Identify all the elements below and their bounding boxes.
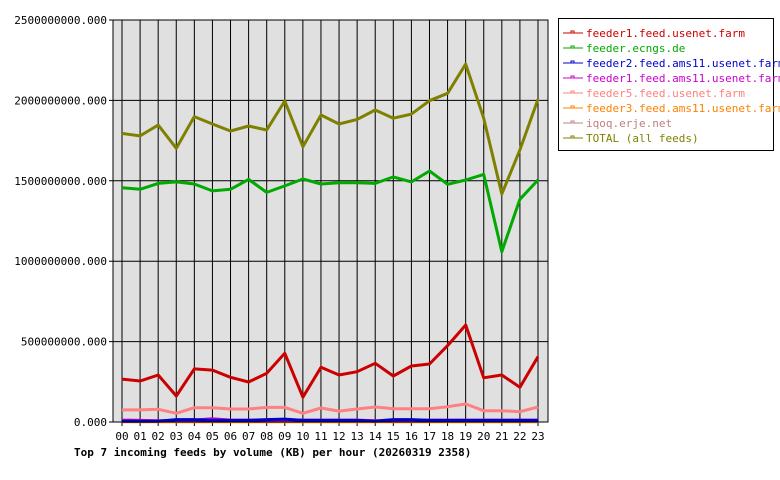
x-tick-label: 23 xyxy=(531,430,544,443)
x-tick-label: 14 xyxy=(369,430,383,443)
x-tick-label: 05 xyxy=(206,430,219,443)
x-tick-label: 03 xyxy=(170,430,183,443)
y-tick-label: 500000000.000 xyxy=(21,336,107,349)
legend-marker xyxy=(570,45,575,49)
legend-item: iqoq.erje.net xyxy=(563,117,672,130)
y-tick-label: 2500000000.000 xyxy=(14,14,107,27)
legend-label: feeder5.feed.usenet.farm xyxy=(586,87,745,100)
chart-title: Top 7 incoming feeds by volume (KB) per … xyxy=(74,446,471,459)
series-line-feeder-ecngs-de xyxy=(121,169,540,254)
y-axis-ticks: 0.000 500000000.000 1000000000.000 15000000… xyxy=(14,14,107,429)
y-tick-label: 0.000 xyxy=(74,416,107,429)
legend-marker xyxy=(570,90,575,94)
x-tick-label: 16 xyxy=(405,430,418,443)
x-tick-label: 06 xyxy=(224,430,237,443)
x-tick-label: 09 xyxy=(278,430,291,443)
legend-item: feeder.ecngs.de xyxy=(563,42,685,55)
legend: feeder1.feed.usenet.farm feeder.ecngs.de f… xyxy=(558,18,780,151)
x-tick-label: 00 xyxy=(115,430,128,443)
y-tick-label: 1500000000.000 xyxy=(14,175,107,188)
legend-label: feeder.ecngs.de xyxy=(586,42,685,55)
x-tick-label: 19 xyxy=(459,430,472,443)
legend-marker xyxy=(570,60,575,64)
y-tick-label: 1000000000.000 xyxy=(14,255,107,268)
legend-item: TOTAL (all feeds) xyxy=(563,132,699,145)
x-tick-label: 22 xyxy=(513,430,526,443)
legend-item: feeder1.feed.ams11.usenet.farm xyxy=(563,72,780,85)
x-tick-label: 04 xyxy=(188,430,202,443)
legend-label: feeder3.feed.ams11.usenet.farm xyxy=(586,102,780,115)
x-tick-label: 01 xyxy=(133,430,146,443)
x-tick-label: 11 xyxy=(314,430,327,443)
legend-label: feeder2.feed.ams11.usenet.farm xyxy=(586,57,780,70)
legend-item: feeder5.feed.usenet.farm xyxy=(563,87,745,100)
legend-marker xyxy=(570,30,575,34)
x-tick-label: 13 xyxy=(351,430,364,443)
y-tick-label: 2000000000.000 xyxy=(14,94,107,107)
legend-label: feeder1.feed.usenet.farm xyxy=(586,27,745,40)
x-tick-label: 18 xyxy=(441,430,454,443)
series-line-total-all-feeds- xyxy=(121,62,540,196)
series-line-feeder1-feed-usenet-farm xyxy=(121,323,540,399)
x-tick-label: 21 xyxy=(495,430,508,443)
legend-marker xyxy=(570,75,575,79)
x-tick-label: 17 xyxy=(423,430,436,443)
x-tick-label: 15 xyxy=(387,430,400,443)
x-axis-ticks: 00 01 02 03 04 05 06 07 08 09 10 11 12 13 14 15 16 17 18 19… xyxy=(115,430,544,443)
legend-marker xyxy=(570,120,575,124)
x-tick-label: 08 xyxy=(260,430,273,443)
series-line-feeder5-feed-usenet-farm xyxy=(122,402,539,415)
x-tick-label: 20 xyxy=(477,430,490,443)
legend-marker xyxy=(570,135,575,139)
legend-item: feeder3.feed.ams11.usenet.farm xyxy=(563,102,780,115)
x-tick-label: 10 xyxy=(296,430,309,443)
legend-label: iqoq.erje.net xyxy=(586,117,672,130)
x-tick-label: 07 xyxy=(242,430,255,443)
plot-background xyxy=(113,20,548,422)
legend-label: TOTAL (all feeds) xyxy=(586,132,699,145)
legend-marker xyxy=(570,105,575,109)
x-tick-label: 02 xyxy=(152,430,165,443)
x-tick-label: 12 xyxy=(332,430,345,443)
legend-box xyxy=(558,18,774,151)
legend-item: feeder1.feed.usenet.farm xyxy=(563,27,745,40)
series-line-feeder2-feed-ams11-usenet-farm xyxy=(122,417,538,423)
legend-label: feeder1.feed.ams11.usenet.farm xyxy=(586,72,780,85)
plot-border xyxy=(112,19,549,423)
legend-item: feeder2.feed.ams11.usenet.farm xyxy=(563,57,780,70)
